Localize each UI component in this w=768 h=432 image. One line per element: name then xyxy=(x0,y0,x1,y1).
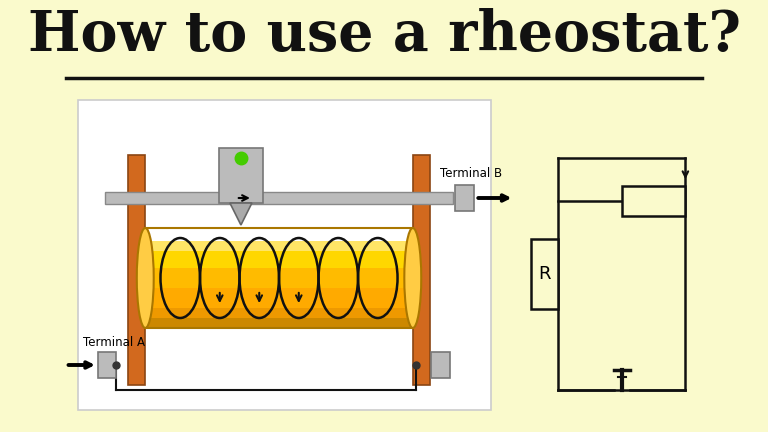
Bar xyxy=(145,290,412,294)
Bar xyxy=(104,192,453,204)
Bar xyxy=(145,251,412,254)
Bar xyxy=(145,228,412,328)
Text: How to use a rheostat?: How to use a rheostat? xyxy=(28,8,740,63)
Bar xyxy=(145,238,412,241)
Text: R: R xyxy=(538,265,551,283)
Bar xyxy=(145,228,412,232)
Bar xyxy=(145,258,412,261)
Bar xyxy=(78,100,491,410)
Bar xyxy=(145,303,412,306)
Bar xyxy=(145,273,412,276)
Bar xyxy=(145,278,412,282)
Bar xyxy=(98,352,117,378)
Bar xyxy=(145,270,412,274)
Polygon shape xyxy=(230,203,252,225)
Bar xyxy=(432,352,450,378)
Text: Terminal B: Terminal B xyxy=(440,167,502,180)
Bar xyxy=(145,286,412,289)
Bar xyxy=(145,283,412,286)
Bar xyxy=(145,245,412,249)
Bar xyxy=(145,276,412,279)
Bar xyxy=(145,313,412,317)
Bar xyxy=(531,239,558,309)
Bar xyxy=(145,260,412,264)
Bar xyxy=(145,315,412,319)
Bar xyxy=(145,243,412,247)
Bar xyxy=(145,253,412,257)
Bar xyxy=(145,295,412,299)
Bar xyxy=(145,325,412,329)
Bar xyxy=(145,321,412,324)
Ellipse shape xyxy=(404,228,422,328)
Bar xyxy=(412,155,430,385)
Bar xyxy=(145,308,412,311)
Ellipse shape xyxy=(137,228,154,328)
Bar xyxy=(145,268,412,271)
Bar xyxy=(145,318,412,321)
Bar xyxy=(145,255,412,259)
Bar xyxy=(145,305,412,309)
Bar xyxy=(128,155,145,385)
Bar xyxy=(145,241,412,244)
Bar xyxy=(145,280,412,284)
Bar xyxy=(145,311,412,314)
Text: Terminal A: Terminal A xyxy=(83,336,144,349)
Bar xyxy=(145,235,412,239)
Bar xyxy=(145,248,412,251)
Bar xyxy=(145,293,412,296)
Bar xyxy=(145,233,412,236)
Bar xyxy=(455,185,474,211)
Bar xyxy=(145,288,412,292)
Bar xyxy=(219,148,263,203)
Bar xyxy=(145,298,412,302)
Bar xyxy=(622,186,685,216)
Bar xyxy=(145,231,412,234)
Bar xyxy=(145,323,412,327)
Bar xyxy=(145,301,412,304)
Bar xyxy=(145,266,412,269)
Bar xyxy=(145,263,412,267)
